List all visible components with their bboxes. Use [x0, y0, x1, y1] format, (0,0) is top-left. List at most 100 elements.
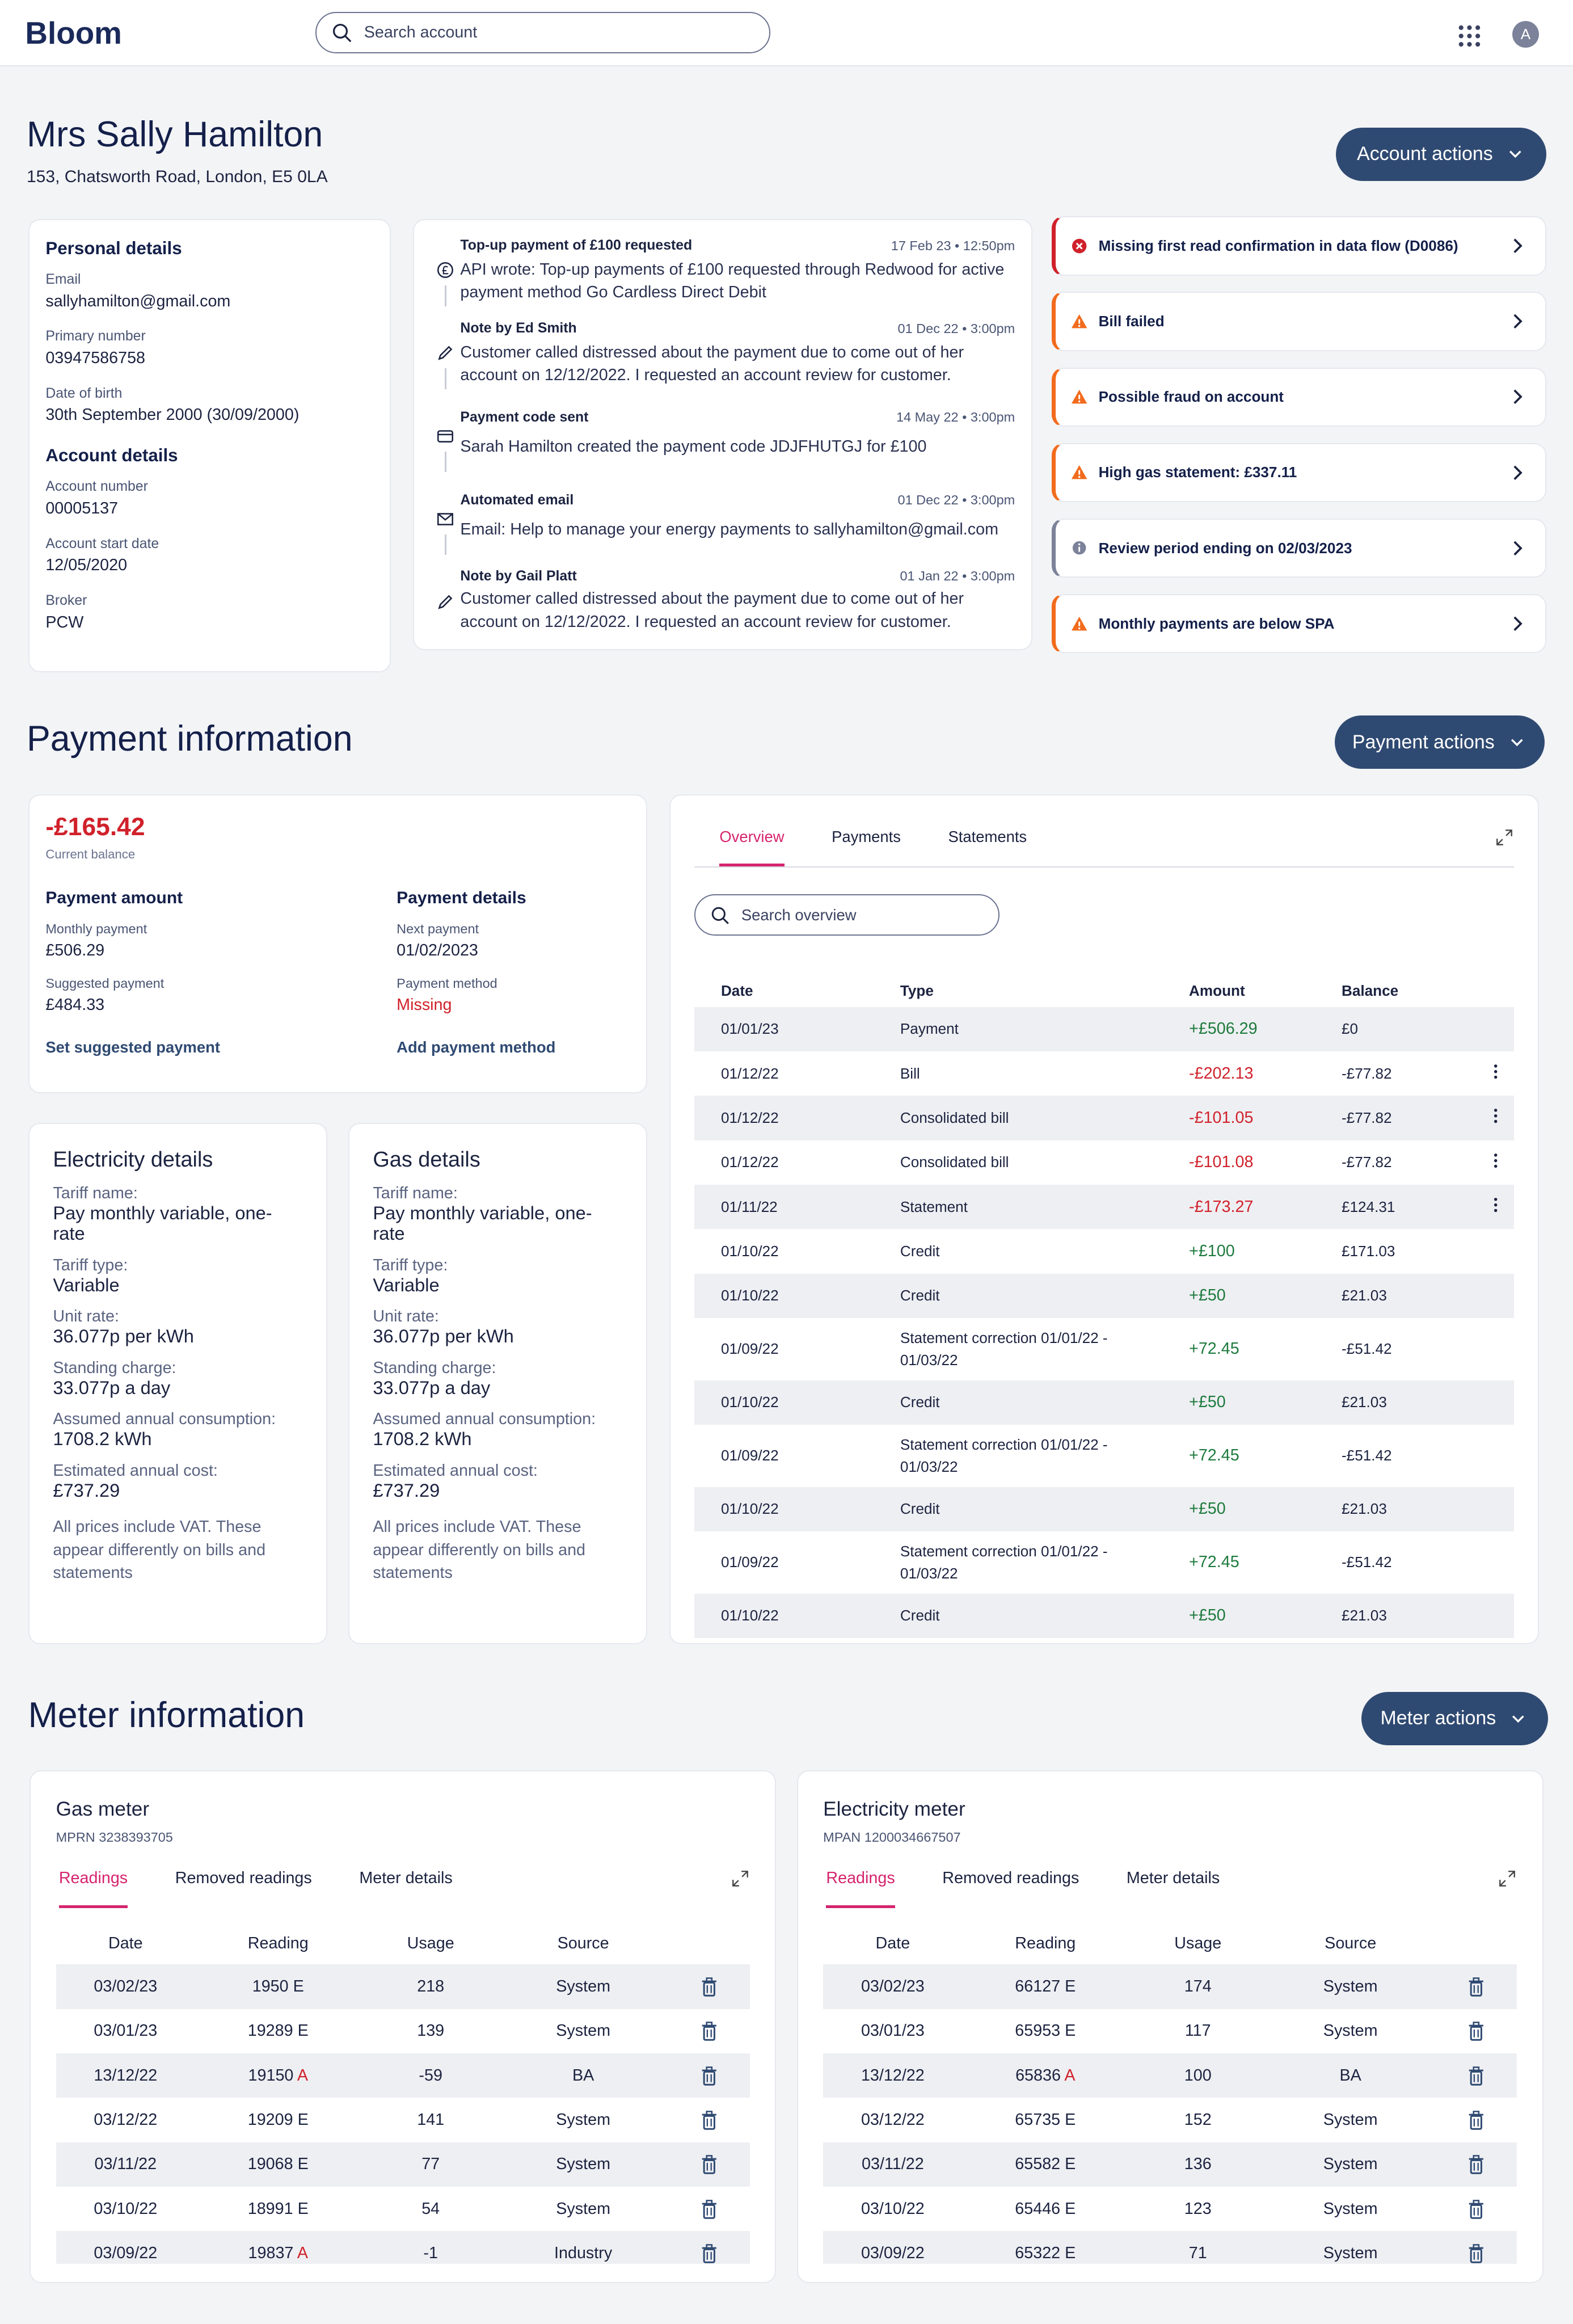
- cell: 03/02/23: [94, 1977, 158, 1995]
- apps-icon: [1458, 25, 1481, 47]
- delete-reading[interactable]: [666, 1976, 749, 1997]
- tab[interactable]: Meter details: [1126, 1868, 1220, 1887]
- delete-reading[interactable]: [666, 2199, 749, 2220]
- tab[interactable]: Readings: [826, 1869, 895, 1908]
- expand[interactable]: [1495, 828, 1514, 851]
- reading: 65836: [1015, 2066, 1061, 2085]
- actions-button[interactable]: Account actions: [1336, 127, 1546, 181]
- avatar[interactable]: A: [1512, 20, 1539, 48]
- action-link[interactable]: Add payment method: [397, 1038, 556, 1056]
- reading-cell: 65735 E: [963, 2111, 1128, 2129]
- cell: Industry: [554, 2243, 613, 2262]
- alert[interactable]: Monthly payments are below SPA: [1051, 594, 1546, 654]
- tab[interactable]: Removed readings: [942, 1868, 1079, 1887]
- timeline-item: Top-up payment of £100 requested 17 Feb 2…: [431, 237, 1015, 306]
- expand[interactable]: [731, 1869, 750, 1893]
- alert[interactable]: Missing first read confirmation in data …: [1051, 216, 1546, 276]
- tab[interactable]: Statements: [948, 827, 1027, 845]
- delete-reading[interactable]: [666, 2020, 749, 2041]
- delete-reading[interactable]: [666, 2243, 749, 2264]
- alert-icon-warning-part: [1078, 475, 1081, 478]
- timeline-text: Customer called distressed about the pay…: [460, 590, 964, 631]
- delete-reading[interactable]: [1433, 2110, 1517, 2131]
- table-row: 03/09/22 65322 E 71 System: [823, 2231, 1517, 2264]
- reading-cell: 19209 E: [195, 2111, 361, 2129]
- cell: -£173.27: [1189, 1197, 1254, 1216]
- cell: 54: [421, 2199, 440, 2218]
- alert-icon-info-part: [1078, 544, 1081, 546]
- readings-table: Date Reading Usage Source 03/02/23 66127 E 174…: [823, 1923, 1517, 2264]
- tab[interactable]: Removed readings: [175, 1868, 312, 1887]
- timeline-head: Top-up payment of £100 requested 17 Feb 2…: [460, 237, 1015, 255]
- trash-icon: [702, 1977, 716, 1997]
- tabs: Readings Removed readings Meter details: [56, 1869, 750, 1908]
- field-value: PCW: [45, 613, 84, 631]
- row-menu[interactable]: [1487, 1107, 1514, 1129]
- alert-text: Review period ending on 02/03/2023: [1098, 539, 1352, 557]
- table-row: 01/10/22 Credit +£50 £21.03: [694, 1380, 1515, 1425]
- table-header: Date Reading Usage Source: [823, 1923, 1517, 1964]
- alert-icon-warning: [1071, 314, 1087, 329]
- delete-reading[interactable]: [1433, 2020, 1517, 2041]
- field-value: 03947586758: [45, 349, 146, 368]
- alert-text: Missing first read confirmation in data …: [1098, 237, 1458, 254]
- delete-reading[interactable]: [1433, 2199, 1517, 2220]
- trash-icon-part: [1470, 2248, 1483, 2263]
- reading-cell: 19837 A: [195, 2244, 361, 2263]
- top-bar: Bloom Search account A: [0, 0, 1573, 67]
- field-value: Missing: [397, 996, 452, 1014]
- table-row: 03/10/22 18991 E 54 System: [56, 2187, 750, 2231]
- action-link[interactable]: Set suggested payment: [45, 1038, 220, 1056]
- delete-reading[interactable]: [666, 2065, 749, 2086]
- field-label: Monthly payment: [45, 921, 147, 936]
- table-row: 01/12/22 Bill -£202.13 -£77.82: [694, 1051, 1514, 1096]
- actions-button[interactable]: Meter actions: [1361, 1691, 1548, 1745]
- row-menu[interactable]: [1487, 1063, 1514, 1084]
- reading: 19837: [248, 2243, 294, 2262]
- tab[interactable]: Overview: [719, 828, 785, 867]
- timeline-icon-card-part: [437, 430, 454, 443]
- alert[interactable]: Review period ending on 02/03/2023: [1051, 518, 1546, 578]
- trash-icon-part: [703, 2026, 715, 2041]
- delete-reading[interactable]: [1433, 2243, 1517, 2264]
- reading-type: E: [1065, 2243, 1076, 2262]
- field-label: Email: [45, 272, 81, 288]
- search-icon-part: [723, 918, 729, 924]
- column-header: Amount: [1189, 982, 1245, 999]
- payment-columns: Payment amount Monthly payment £506.29 Sugg…: [45, 889, 630, 1056]
- apps-icon-part: [1475, 41, 1481, 47]
- timeline-icon-pencil-part: [438, 346, 453, 360]
- table-row: 13/12/22 19150 A -59 BA: [56, 2053, 750, 2098]
- timeline-connector: [445, 368, 446, 390]
- reading-type: A: [1064, 2066, 1076, 2085]
- delete-reading[interactable]: [1433, 2154, 1517, 2175]
- brand: Bloom: [25, 15, 122, 51]
- delete-reading[interactable]: [666, 2110, 749, 2131]
- payment-column: Payment details Next payment 01/02/2023 Pay…: [397, 889, 630, 1056]
- expand[interactable]: [1498, 1869, 1517, 1893]
- alert[interactable]: Bill failed: [1051, 292, 1546, 351]
- tab[interactable]: Meter details: [359, 1868, 453, 1887]
- row-menu[interactable]: [1487, 1152, 1514, 1173]
- alert-text: High gas statement: £337.11: [1098, 464, 1297, 481]
- tab[interactable]: Readings: [58, 1869, 128, 1908]
- delete-reading[interactable]: [1433, 2065, 1517, 2086]
- account-search[interactable]: Search account: [315, 11, 770, 53]
- alert[interactable]: Possible fraud on account: [1051, 367, 1546, 427]
- trash-icon-part: [703, 1982, 715, 1997]
- field-value: 00005137: [45, 499, 119, 518]
- cell: System: [556, 2155, 610, 2174]
- delete-reading[interactable]: [1433, 1976, 1517, 1997]
- actions-button[interactable]: Payment actions: [1334, 715, 1545, 769]
- column-header: Source: [557, 1934, 609, 1953]
- tab[interactable]: Payments: [832, 827, 901, 845]
- card-title: Gas details: [373, 1147, 480, 1172]
- delete-reading[interactable]: [666, 2154, 749, 2175]
- apps-menu[interactable]: [1454, 21, 1481, 48]
- alert[interactable]: High gas statement: £337.11: [1051, 443, 1546, 503]
- overview-search[interactable]: Search overview: [694, 894, 1000, 936]
- reading: 65953: [1015, 2022, 1061, 2040]
- trash-icon-part: [703, 2115, 715, 2130]
- cell: +£50: [1189, 1286, 1226, 1305]
- row-menu[interactable]: [1487, 1196, 1514, 1218]
